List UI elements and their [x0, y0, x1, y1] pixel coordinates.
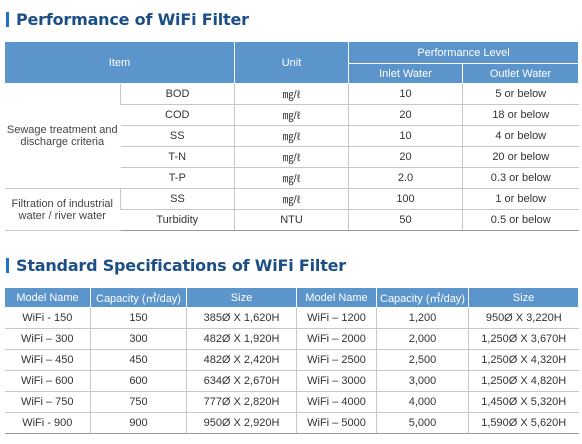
capacity-cell: 150	[90, 307, 187, 329]
model-name-cell: WiFi – 2000	[296, 328, 377, 350]
size-cell: 950Ø X 3,220H	[468, 307, 579, 329]
title-accent-bar	[6, 12, 9, 27]
performance-title: Performance of WiFi Filter	[16, 10, 249, 29]
size-cell: 634Ø X 2,670H	[186, 370, 297, 392]
header-size: Size	[468, 287, 579, 308]
inlet-cell: 10	[348, 125, 463, 147]
item-cell: T-N	[120, 146, 235, 168]
inlet-cell: 20	[348, 104, 463, 126]
performance-section-title: Performance of WiFi Filter	[6, 10, 249, 29]
capacity-cell: 5,000	[376, 412, 469, 434]
model-name-cell: WiFi - 150	[4, 307, 91, 329]
inlet-cell: 10	[348, 83, 463, 105]
unit-cell: ㎎/ℓ	[234, 167, 349, 189]
capacity-cell: 3,000	[376, 370, 469, 392]
item-cell: SS	[120, 125, 235, 147]
table-row: WiFi – 600 600 634Ø X 2,670H WiFi – 3000 3,0…	[4, 370, 579, 392]
table-row: WiFi – 750 750 777Ø X 2,820H WiFi – 4000 4,0…	[4, 391, 579, 413]
model-name-cell: WiFi – 4000	[296, 391, 377, 413]
outlet-cell: 0.5 or below	[461, 209, 579, 231]
model-name-cell: WiFi – 2500	[296, 349, 377, 371]
capacity-cell: 1,200	[376, 307, 469, 329]
outlet-cell: 1 or below	[461, 188, 579, 210]
inlet-cell: 100	[348, 188, 463, 210]
size-cell: 482Ø X 2,420H	[186, 349, 297, 371]
size-cell: 385Ø X 1,620H	[186, 307, 297, 329]
specs-section-title: Standard Specifications of WiFi Filter	[6, 256, 346, 275]
header-item: Item	[4, 41, 235, 84]
category-filtration: Filtration of industrial water / river w…	[4, 188, 121, 231]
model-name-cell: WiFi – 600	[4, 370, 91, 392]
header-model-name: Model Name	[296, 287, 377, 308]
capacity-cell: 4,000	[376, 391, 469, 413]
item-cell: SS	[120, 188, 235, 210]
capacity-cell: 900	[90, 412, 187, 434]
item-cell: Turbidity	[120, 209, 235, 231]
outlet-cell: 20 or below	[461, 146, 579, 168]
size-cell: 1,250Ø X 4,320H	[468, 349, 579, 371]
header-capacity: Capacity (㎥/day)	[90, 287, 187, 308]
inlet-cell: 2.0	[348, 167, 463, 189]
model-name-cell: WiFi – 5000	[296, 412, 377, 434]
unit-cell: ㎎/ℓ	[234, 188, 349, 210]
inlet-cell: 50	[348, 209, 463, 231]
header-unit: Unit	[234, 41, 349, 84]
model-name-cell: WiFi - 900	[4, 412, 91, 434]
table-row: WiFi – 450 450 482Ø X 2,420H WiFi – 2500 2,5…	[4, 349, 579, 371]
unit-cell: NTU	[234, 209, 349, 231]
specs-title: Standard Specifications of WiFi Filter	[16, 256, 346, 275]
table-row: WiFi – 300 300 482Ø X 1,920H WiFi – 2000 2,0…	[4, 328, 579, 350]
capacity-cell: 750	[90, 391, 187, 413]
size-cell: 1,590Ø X 5,620H	[468, 412, 579, 434]
unit-cell: ㎎/ℓ	[234, 125, 349, 147]
item-cell: COD	[120, 104, 235, 126]
size-cell: 777Ø X 2,820H	[186, 391, 297, 413]
table-row: WiFi - 900 900 950Ø X 2,920H WiFi – 5000 5,0…	[4, 412, 579, 434]
model-name-cell: WiFi – 450	[4, 349, 91, 371]
outlet-cell: 4 or below	[461, 125, 579, 147]
model-name-cell: WiFi – 3000	[296, 370, 377, 392]
header-capacity: Capacity (㎥/day)	[376, 287, 469, 308]
model-name-cell: WiFi – 750	[4, 391, 91, 413]
size-cell: 950Ø X 2,920H	[186, 412, 297, 434]
table-row: WiFi - 150 150 385Ø X 1,620H WiFi – 1200 1,2…	[4, 307, 579, 329]
unit-cell: ㎎/ℓ	[234, 104, 349, 126]
outlet-cell: 0.3 or below	[461, 167, 579, 189]
header-model-name: Model Name	[4, 287, 91, 308]
capacity-cell: 300	[90, 328, 187, 350]
size-cell: 1,250Ø X 3,670H	[468, 328, 579, 350]
unit-cell: ㎎/ℓ	[234, 83, 349, 105]
outlet-cell: 5 or below	[461, 83, 579, 105]
size-cell: 482Ø X 1,920H	[186, 328, 297, 350]
capacity-cell: 2,000	[376, 328, 469, 350]
specs-table: Model Name Capacity (㎥/day) Size Model N…	[4, 287, 579, 434]
title-accent-bar	[6, 258, 9, 273]
size-cell: 1,250Ø X 4,820H	[468, 370, 579, 392]
header-size: Size	[186, 287, 297, 308]
header-performance-level: Performance Level	[347, 41, 580, 64]
performance-table: Item Unit Performance Level Inlet Water …	[4, 41, 580, 231]
unit-cell: ㎎/ℓ	[234, 146, 349, 168]
header-inlet-water: Inlet Water	[348, 63, 463, 84]
model-name-cell: WiFi – 300	[4, 328, 91, 350]
inlet-cell: 20	[348, 146, 463, 168]
model-name-cell: WiFi – 1200	[296, 307, 377, 329]
category-sewage: Sewage treatment and discharge criteria	[4, 83, 121, 189]
item-cell: T-P	[120, 167, 235, 189]
capacity-cell: 2,500	[376, 349, 469, 371]
capacity-cell: 600	[90, 370, 187, 392]
header-outlet-water: Outlet Water	[461, 63, 580, 84]
size-cell: 1,450Ø X 5,320H	[468, 391, 579, 413]
item-cell: BOD	[120, 83, 235, 105]
outlet-cell: 18 or below	[461, 104, 579, 126]
capacity-cell: 450	[90, 349, 187, 371]
